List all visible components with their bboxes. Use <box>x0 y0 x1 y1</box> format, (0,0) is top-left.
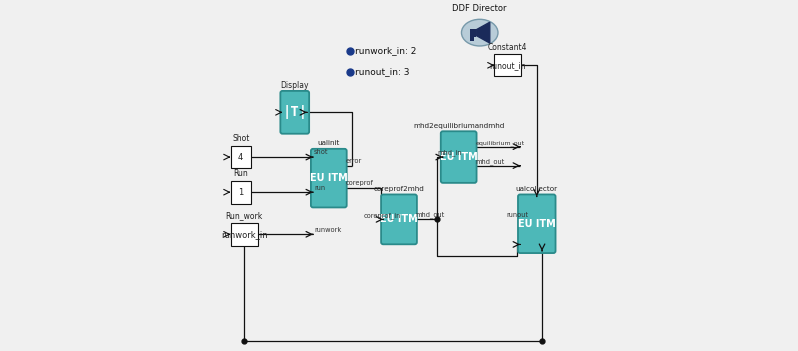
Text: ualcollector: ualcollector <box>516 186 558 192</box>
Text: Display: Display <box>281 80 309 90</box>
Polygon shape <box>476 22 490 43</box>
Text: mhd_out: mhd_out <box>416 212 445 218</box>
Text: EU ITM: EU ITM <box>440 152 477 162</box>
Bar <box>231 146 251 168</box>
Text: 4: 4 <box>238 153 243 161</box>
Text: coreprof: coreprof <box>346 180 373 186</box>
Text: Shot: Shot <box>232 134 250 143</box>
Bar <box>231 181 251 204</box>
Bar <box>470 29 476 37</box>
FancyBboxPatch shape <box>518 194 555 253</box>
Text: ualinit: ualinit <box>318 140 340 146</box>
Text: runwork: runwork <box>314 227 342 233</box>
FancyBboxPatch shape <box>381 194 417 244</box>
Text: runwork_in: 2: runwork_in: 2 <box>355 46 417 55</box>
FancyBboxPatch shape <box>280 91 309 134</box>
Text: runout_in: 3: runout_in: 3 <box>355 67 409 77</box>
Text: mhd_out: mhd_out <box>476 158 505 165</box>
Ellipse shape <box>461 19 498 46</box>
Text: mhd_in: mhd_in <box>437 150 462 156</box>
Text: coreprof_in: coreprof_in <box>364 212 401 219</box>
Text: Constant4: Constant4 <box>488 42 527 52</box>
Text: coreprof2mhd: coreprof2mhd <box>373 186 425 192</box>
Text: error: error <box>346 158 362 164</box>
Text: DDF Director: DDF Director <box>452 4 507 13</box>
Text: equilibrium_out: equilibrium_out <box>476 140 525 146</box>
Text: runout_in: runout_in <box>489 61 526 70</box>
Text: EU ITM: EU ITM <box>310 173 348 183</box>
FancyBboxPatch shape <box>440 131 476 183</box>
Bar <box>470 37 474 41</box>
Text: |T|: |T| <box>282 105 307 119</box>
Bar <box>495 54 521 76</box>
Bar <box>231 223 258 246</box>
Text: Run: Run <box>233 169 248 178</box>
Text: runwork_in: runwork_in <box>221 230 267 239</box>
Text: runout: runout <box>506 212 528 218</box>
Text: shot: shot <box>314 149 329 155</box>
Text: 1: 1 <box>238 188 243 197</box>
Text: mhd2equilibriumandmhd: mhd2equilibriumandmhd <box>413 123 504 129</box>
Text: EU ITM: EU ITM <box>380 214 418 224</box>
Text: run: run <box>314 185 325 191</box>
Text: Run_work: Run_work <box>226 211 263 220</box>
FancyBboxPatch shape <box>311 149 346 207</box>
Text: EU ITM: EU ITM <box>518 219 555 229</box>
